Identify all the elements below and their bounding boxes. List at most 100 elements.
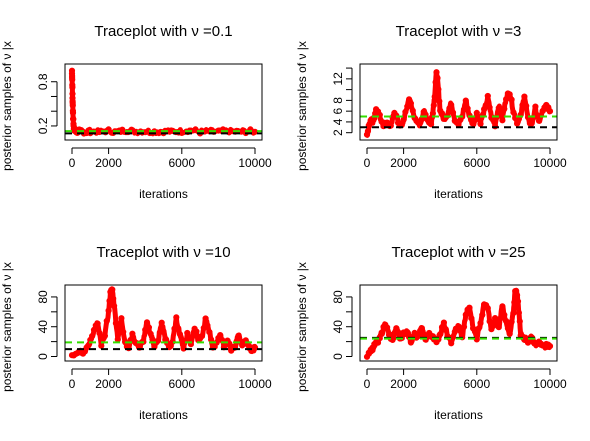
trace-point — [511, 299, 518, 306]
trace-point — [523, 336, 530, 343]
trace-point — [492, 123, 499, 130]
trace-point — [486, 318, 493, 325]
x-tick-label: 6000 — [463, 377, 490, 391]
trace-point — [69, 107, 77, 115]
trace-point — [145, 324, 152, 331]
trace-point — [409, 107, 416, 114]
trace-point — [484, 92, 491, 100]
trace-point — [378, 329, 385, 336]
x-axis-label: iterations — [139, 187, 188, 201]
x-tick-label: 10000 — [533, 156, 567, 170]
trace-point — [448, 340, 455, 347]
trace-point — [103, 317, 110, 325]
panel-title: Traceplot with ν =3 — [396, 23, 522, 40]
trace-point — [434, 75, 441, 82]
x-tick-label: 0 — [364, 377, 371, 391]
trace-point — [96, 330, 103, 337]
trace-point — [92, 322, 99, 329]
trace-point — [499, 303, 506, 310]
trace-point — [235, 332, 242, 339]
y-tick-label: 0 — [36, 353, 50, 360]
trace-point — [184, 329, 191, 337]
trace-point — [428, 121, 435, 128]
trace-point — [442, 114, 449, 121]
trace-point — [69, 74, 76, 81]
trace-point — [460, 323, 468, 330]
trace-point — [523, 102, 530, 110]
panel-title: Traceplot with ν =0.1 — [94, 23, 232, 40]
panel-1: 0 2000 6000 10000 0.2 0.8 Traceplot with ν =0.… — [0, 23, 272, 201]
trace-point — [160, 328, 167, 335]
trace-point — [466, 304, 473, 311]
trace-point — [116, 323, 123, 330]
trace-point — [440, 319, 447, 326]
trace-point — [488, 326, 495, 333]
y-tick-label: 0.2 — [36, 117, 50, 134]
trace-point — [69, 82, 76, 89]
trace-point — [431, 93, 438, 100]
trace-point — [442, 326, 449, 333]
trace-point — [475, 325, 482, 332]
plot-frame — [359, 284, 558, 362]
trace-point — [233, 338, 240, 345]
y-tick-label: 80 — [36, 290, 50, 304]
trace-point — [226, 340, 233, 347]
trace-point — [384, 119, 391, 126]
trace-series-2 — [364, 69, 553, 138]
trace-point — [400, 116, 407, 123]
trace-point — [532, 103, 539, 110]
trace-point — [457, 327, 464, 334]
trace-point — [110, 295, 117, 302]
trace-point — [156, 329, 163, 336]
y-tick-label: 0 — [331, 353, 345, 360]
trace-point — [501, 311, 508, 318]
trace-point — [94, 320, 101, 327]
y-tick-label: 40 — [331, 320, 345, 334]
trace-point — [118, 315, 125, 322]
trace-point — [484, 305, 491, 312]
x-tick-label: 0 — [69, 377, 76, 391]
trace-point — [79, 350, 87, 357]
trace-point — [147, 330, 154, 337]
trace-point — [407, 100, 414, 107]
trace-point — [204, 322, 211, 329]
trace-point — [68, 70, 76, 77]
trace-point — [508, 96, 515, 103]
trace-point — [433, 69, 440, 76]
trace-point — [69, 100, 76, 107]
trace-point — [105, 307, 112, 314]
trace-point — [510, 109, 517, 116]
trace-point — [521, 93, 528, 100]
panel-4: 0 2000 6000 10000 0 40 80 Traceplot with ν =25 i… — [295, 244, 567, 422]
y-axis-label: posterior samples of ν |x — [0, 41, 14, 171]
trace-point — [468, 315, 475, 322]
y-tick-label: 40 — [36, 320, 50, 334]
plot-frame — [64, 63, 263, 141]
trace-point — [545, 341, 552, 348]
trace-point — [535, 338, 543, 345]
trace-point — [192, 126, 199, 133]
plot-frame — [64, 284, 263, 362]
x-tick-label: 6000 — [168, 377, 195, 391]
x-tick-label: 6000 — [463, 156, 490, 170]
trace-point — [535, 117, 543, 124]
trace-point — [546, 343, 554, 350]
y-tick-label: 8 — [331, 97, 345, 104]
trace-point — [546, 108, 554, 115]
trace-point — [384, 324, 391, 331]
trace-point — [120, 328, 127, 336]
plot-frame — [359, 63, 558, 141]
trace-point — [448, 101, 455, 108]
trace-point — [228, 347, 235, 354]
trace-point — [426, 119, 433, 126]
trace-point — [499, 117, 506, 124]
trace-point — [109, 286, 116, 293]
x-tick-label: 0 — [364, 156, 371, 170]
trace-point — [374, 108, 382, 115]
x-tick-label: 0 — [69, 156, 76, 170]
trace-point — [400, 329, 407, 336]
x-axis-label: iterations — [434, 187, 483, 201]
trace-point — [490, 117, 497, 124]
trace-point — [189, 332, 196, 339]
